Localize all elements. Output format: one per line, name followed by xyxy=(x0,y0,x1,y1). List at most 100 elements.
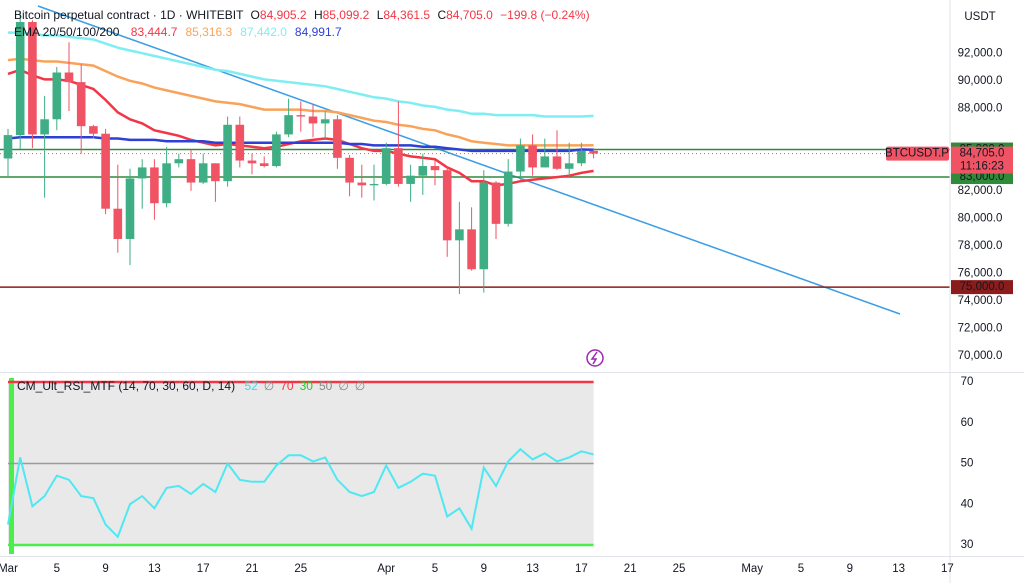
currency: USDT xyxy=(964,11,995,23)
price-countdown: 11:16:23 xyxy=(960,161,1004,173)
h-label: H xyxy=(314,8,323,22)
candle-body xyxy=(308,116,318,124)
rsi-tick-label: 30 xyxy=(961,539,974,551)
ema-title: EMA 20/50/100/200 xyxy=(14,25,120,39)
y-tick-label: 92,000.0 xyxy=(958,47,1003,59)
candle-body xyxy=(89,126,98,134)
candle-body xyxy=(113,208,123,239)
rsi-tick-label: 70 xyxy=(961,376,974,388)
ema-legend-value: 84,991.7 xyxy=(295,25,342,39)
x-tick-label: 17 xyxy=(941,563,954,575)
alert-icon-bolt xyxy=(590,351,598,365)
price-symbol-box xyxy=(886,146,949,161)
candle-body xyxy=(503,171,513,224)
price-symbol: BTCUSDT.P xyxy=(885,148,949,160)
candle-body xyxy=(369,183,379,186)
rsi-side-bar xyxy=(9,378,14,554)
x-tick-label: 9 xyxy=(847,563,853,575)
candle-body xyxy=(3,135,13,159)
y-tick-label: 74,000.0 xyxy=(958,295,1003,307)
ema-legend-value: 83,444.7 xyxy=(131,25,178,39)
candle-body xyxy=(272,134,281,167)
o-value: 84,905.2 xyxy=(260,8,307,22)
candle-body xyxy=(357,182,367,186)
candle-body xyxy=(198,163,208,183)
candle-body xyxy=(137,167,147,179)
x-tick-label: May xyxy=(741,563,763,575)
ema-legend-value: 85,316.3 xyxy=(185,25,232,39)
candle-body xyxy=(247,160,257,164)
x-tick-label: 9 xyxy=(102,563,108,575)
rsi-legend-item: ∅ xyxy=(264,379,274,393)
rsi-tick-label: 60 xyxy=(961,417,974,429)
rsi-legend-item: 30 xyxy=(300,379,314,393)
symbol: Bitcoin perpetual contract · 1D · WHITEB… xyxy=(14,8,244,22)
candle-body xyxy=(52,72,62,120)
candle-body xyxy=(564,163,574,169)
header: Bitcoin perpetual contract · 1D · WHITEB… xyxy=(14,8,590,22)
candle-body xyxy=(64,72,74,83)
candle-body xyxy=(296,115,306,117)
candle-body xyxy=(516,145,525,172)
y-tick-label: 80,000.0 xyxy=(958,212,1003,224)
c-value: 84,705.0 xyxy=(446,8,493,22)
candle-body xyxy=(150,167,159,204)
change: −199.8 (−0.24%) xyxy=(500,8,589,22)
h-value: 85,099.2 xyxy=(323,8,370,22)
candle-body xyxy=(174,159,184,164)
rsi-legend-item: 50 xyxy=(319,379,333,393)
rsi-legend-item: ∅ xyxy=(338,379,348,393)
x-tick-label: 17 xyxy=(575,563,588,575)
y-tick-label: 82,000.0 xyxy=(958,185,1003,197)
candle-body xyxy=(577,150,586,164)
candle-body xyxy=(101,133,110,209)
y-tick-label: 72,000.0 xyxy=(958,322,1003,334)
alert-icon[interactable] xyxy=(586,349,604,367)
candle-body xyxy=(442,170,452,241)
o-label: O xyxy=(251,8,260,22)
candle-body xyxy=(235,124,245,161)
x-tick-label: 21 xyxy=(624,563,637,575)
candle-body xyxy=(394,148,403,184)
x-tick-label: 9 xyxy=(481,563,487,575)
candle-body xyxy=(345,157,354,183)
candle-body xyxy=(455,229,464,241)
x-tick-label: 13 xyxy=(148,563,161,575)
candle-body xyxy=(491,182,501,224)
x-tick-label: 5 xyxy=(798,563,804,575)
candle-body xyxy=(528,145,537,168)
candle-body xyxy=(320,119,330,124)
candle-body xyxy=(406,175,415,184)
price-pane xyxy=(0,5,950,315)
rsi-tick-label: 50 xyxy=(961,458,974,470)
ema-legend-value: 87,442.0 xyxy=(240,25,287,39)
currency-box xyxy=(951,4,1011,30)
rsi-legend-item: 52 xyxy=(244,379,258,393)
x-tick-label: Mar xyxy=(0,563,18,575)
y-tick-label: 90,000.0 xyxy=(958,75,1003,87)
x-tick-label: 25 xyxy=(294,563,307,575)
candle-body xyxy=(186,159,196,183)
l-value: 84,361.5 xyxy=(383,8,430,22)
candle-body xyxy=(28,22,37,135)
y-tick-label: 78,000.0 xyxy=(958,240,1003,252)
axes: Mar 5 9 13 17 21 25 Apr 5 9 13 17 21 25 May 5 9 13 17 70,00… xyxy=(0,47,1013,575)
candle-body xyxy=(430,166,440,171)
x-tick-label: 5 xyxy=(432,563,438,575)
candle-body xyxy=(284,115,293,135)
trend-line xyxy=(37,5,901,315)
candle-body xyxy=(259,163,269,167)
x-tick-label: Apr xyxy=(377,563,395,575)
x-tick-label: 5 xyxy=(54,563,60,575)
y-tick-label: 76,000.0 xyxy=(958,267,1003,279)
ema-line xyxy=(8,31,594,118)
level-label-box xyxy=(951,280,1013,295)
y-tick-label: 70,000.0 xyxy=(958,350,1003,362)
rsi-pane xyxy=(7,380,594,547)
candle-body xyxy=(76,82,86,127)
candle-body xyxy=(162,163,171,204)
candle-body xyxy=(540,156,550,168)
candle-body xyxy=(467,229,476,270)
